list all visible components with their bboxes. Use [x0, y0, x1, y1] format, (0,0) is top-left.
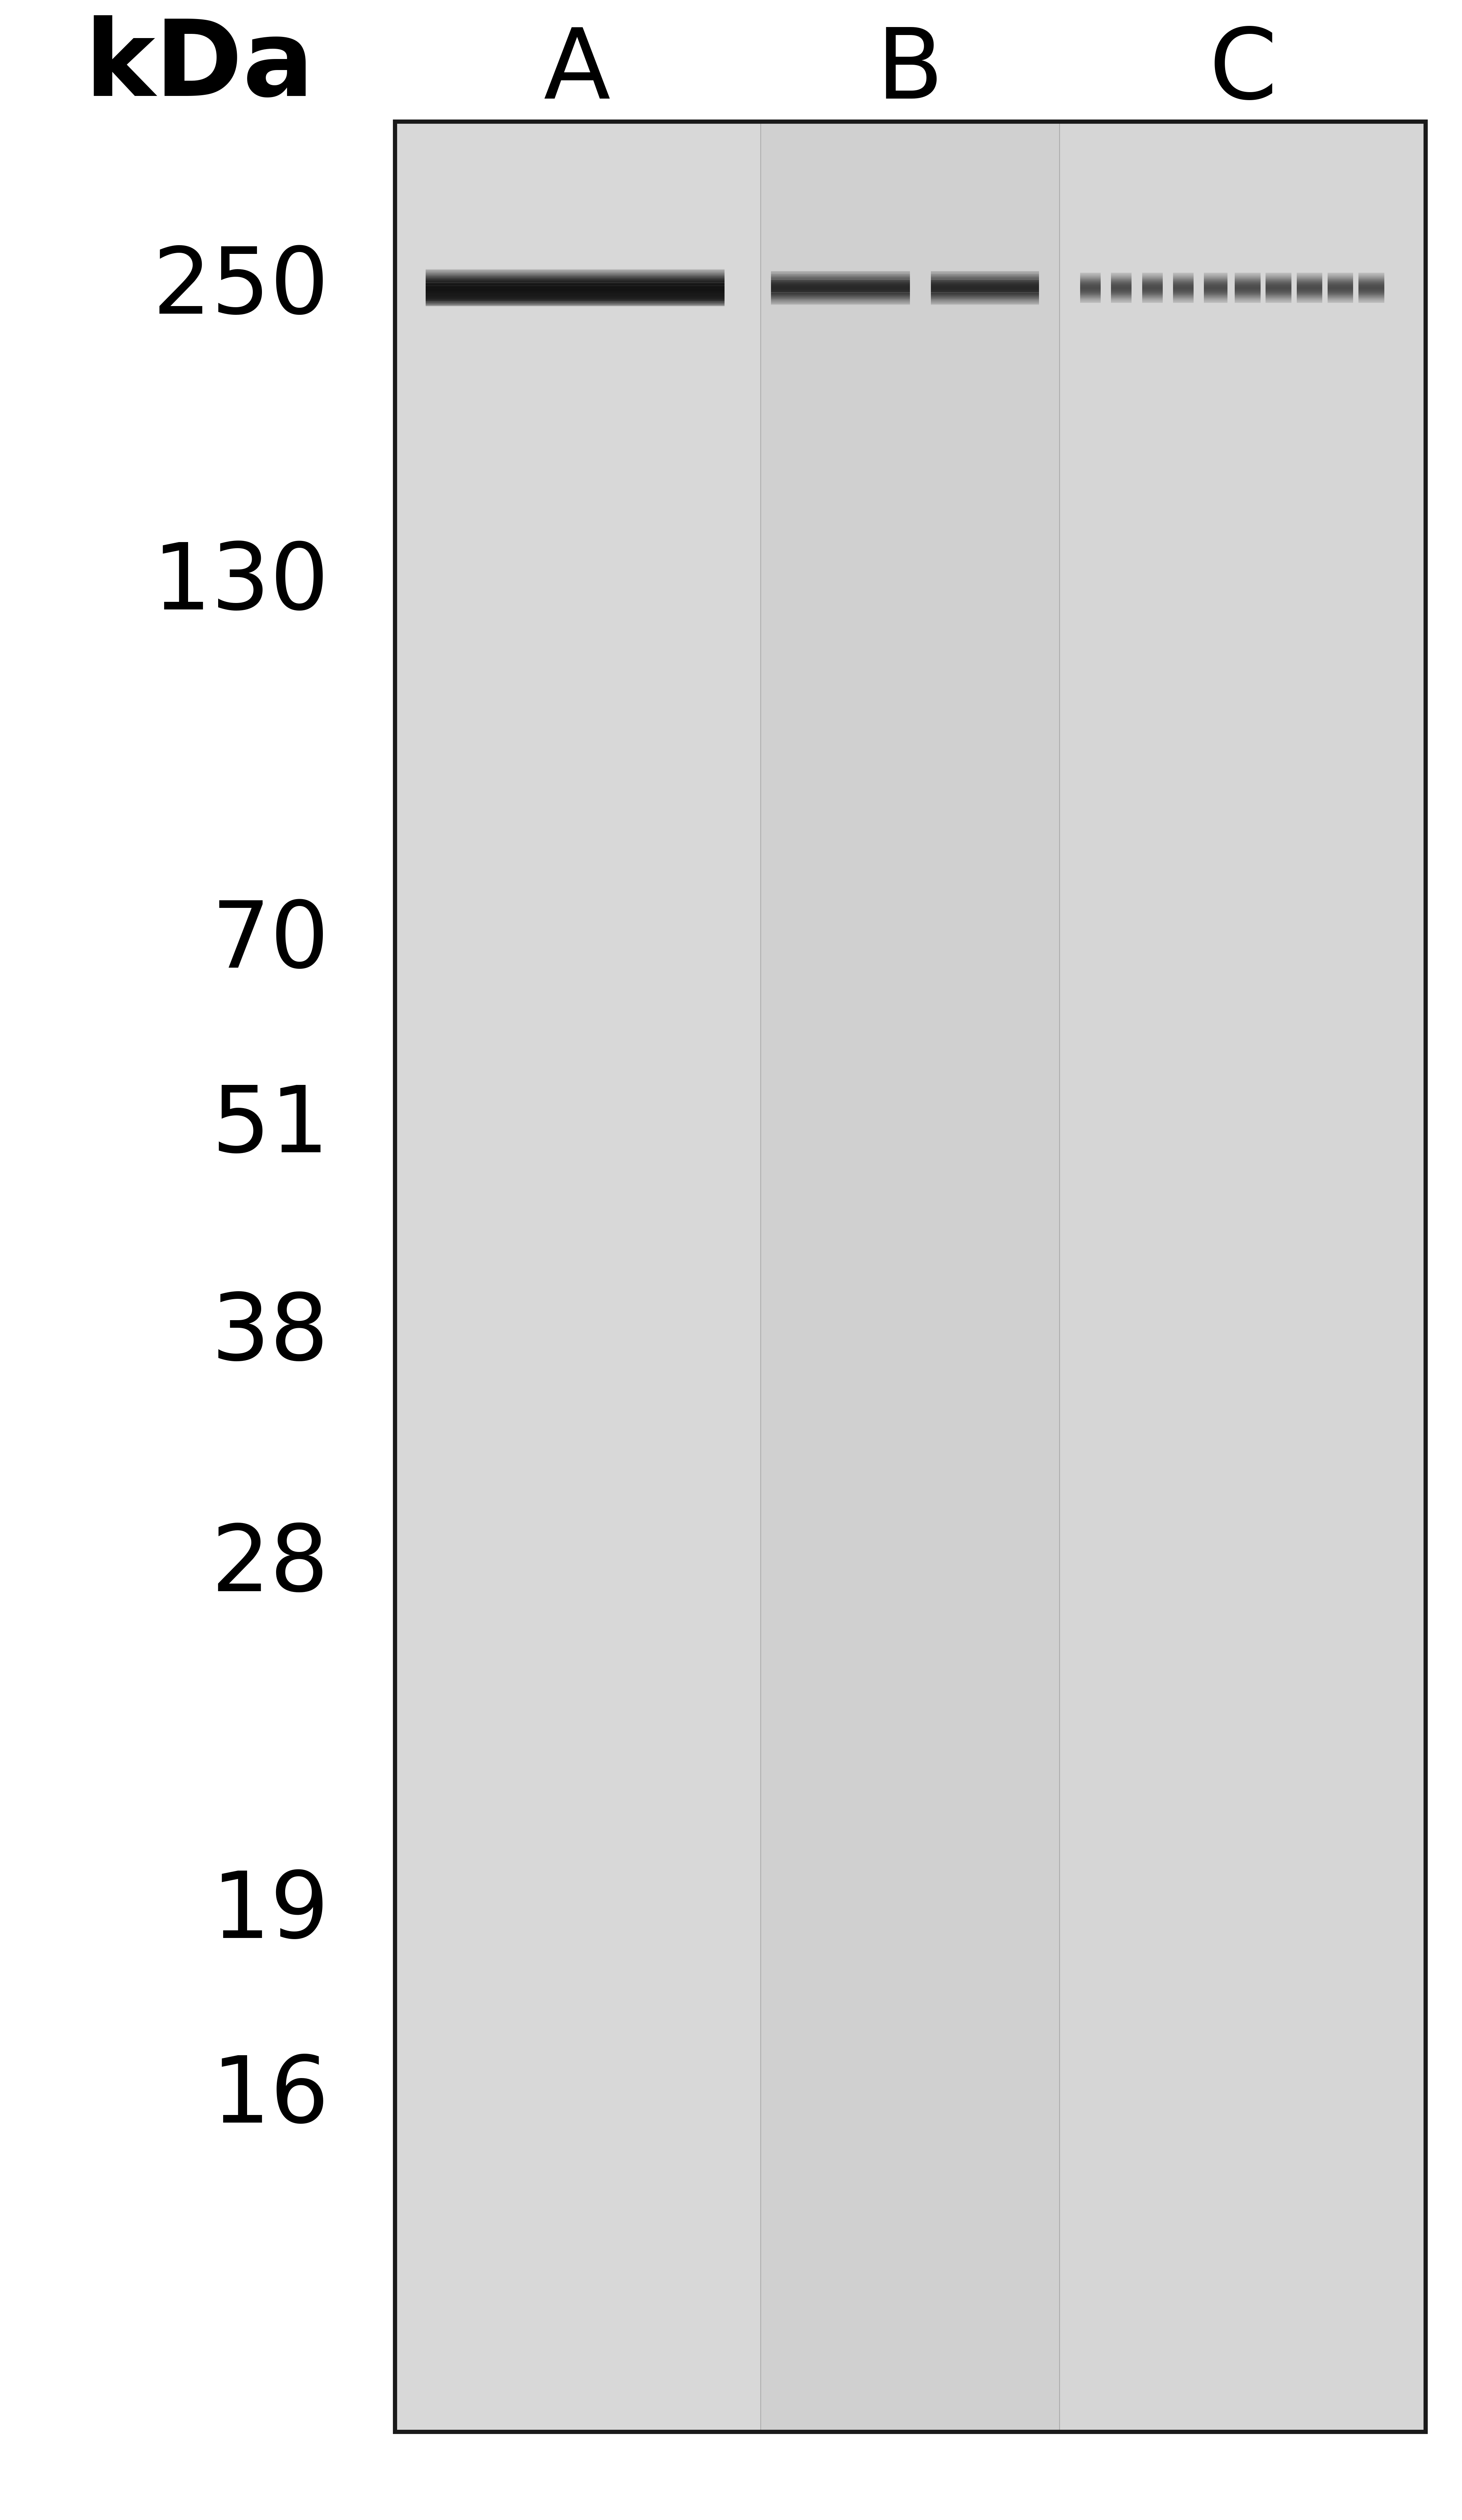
Bar — [395, 121, 1425, 2432]
Bar — [395, 121, 1425, 2432]
Bar — [1060, 121, 1425, 2432]
Text: kDa: kDa — [85, 15, 314, 118]
Bar — [760, 121, 1060, 2432]
Text: A: A — [544, 25, 611, 118]
Text: 16: 16 — [211, 2051, 329, 2142]
Text: 70: 70 — [211, 897, 329, 988]
Text: 28: 28 — [211, 1520, 329, 1610]
Text: 19: 19 — [211, 1867, 329, 1958]
Text: 51: 51 — [211, 1081, 329, 1172]
Text: 250: 250 — [152, 244, 329, 333]
Text: 130: 130 — [152, 539, 329, 630]
Text: C: C — [1209, 25, 1278, 118]
Text: 38: 38 — [211, 1290, 329, 1378]
Text: B: B — [877, 25, 943, 118]
Bar — [395, 121, 760, 2432]
